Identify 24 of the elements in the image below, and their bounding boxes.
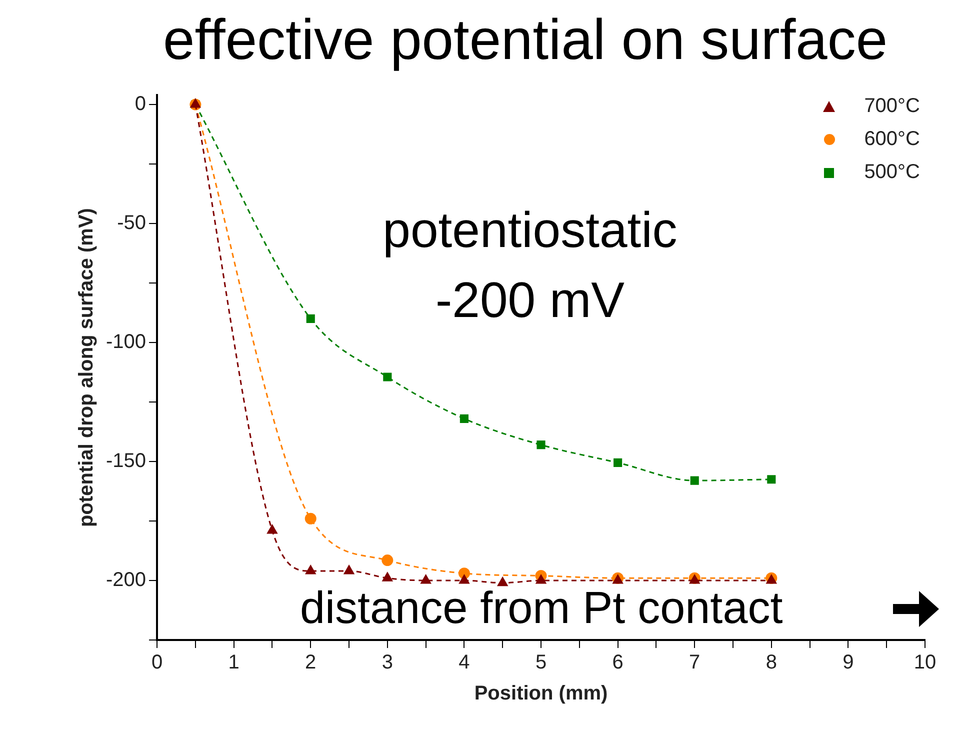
y-axis-title: potential drop along surface (mV): [76, 208, 98, 527]
y-tick-label: -50: [117, 212, 146, 234]
y-tick-label: -200: [106, 569, 146, 592]
y-tick-label: -100: [106, 331, 146, 354]
x-tick-label: 8: [766, 652, 777, 674]
x-tick-label: 10: [914, 652, 936, 674]
x-tick-label: 3: [382, 652, 393, 674]
x-axis-title: Position (mm): [474, 682, 608, 705]
x-tick-label: 7: [689, 652, 700, 674]
y-tick-label: 0: [134, 93, 146, 116]
legend-label: 700°C: [864, 94, 920, 119]
x-tick-label: 4: [458, 652, 470, 674]
legend-label: 600°C: [864, 127, 920, 152]
x-tick-label: 6: [612, 652, 624, 674]
x-tick-label: 1: [228, 652, 240, 674]
chart-title: effective potential on surface: [162, 8, 889, 72]
y-tick-label: -150: [106, 450, 146, 472]
legend-label: 500°C: [864, 160, 920, 185]
x-tick-label: 5: [535, 652, 547, 674]
x-tick-label: 9: [842, 652, 854, 674]
x-tick-label: 2: [305, 652, 316, 674]
annotation: potentiostatic -200 mV: [382, 201, 678, 330]
x-tick-label: 0: [151, 652, 163, 674]
annotation: distance from Pt contact: [300, 581, 783, 635]
